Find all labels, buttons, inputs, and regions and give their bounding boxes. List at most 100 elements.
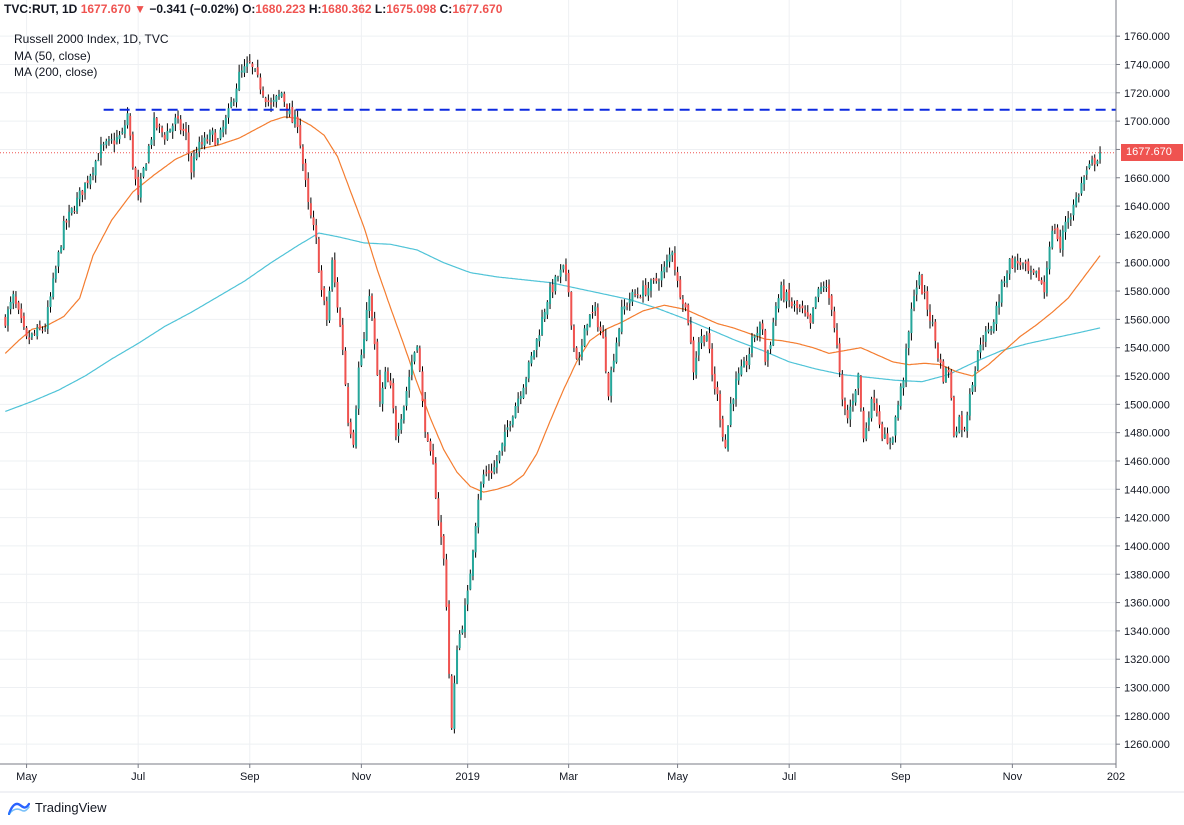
candle-body xyxy=(1048,246,1051,270)
candle-body xyxy=(161,127,164,133)
candle-body xyxy=(323,288,326,301)
candle-body xyxy=(315,225,318,238)
candle-body xyxy=(121,131,124,133)
candle-body xyxy=(163,134,166,140)
candle-body xyxy=(12,294,15,304)
candle-body xyxy=(182,128,185,131)
candle-body xyxy=(639,297,642,299)
candle-body xyxy=(859,376,862,408)
candle-body xyxy=(89,176,92,185)
y-tick-label: 1480.000 xyxy=(1124,428,1170,440)
candle-body xyxy=(554,276,557,292)
legend-title[interactable]: Russell 2000 Index, 1D, TVC xyxy=(14,32,169,46)
candle-body xyxy=(549,286,552,304)
candle-body xyxy=(57,251,60,267)
candle-body xyxy=(870,398,873,419)
candle-body xyxy=(995,305,998,325)
candle-body xyxy=(947,369,950,373)
candle-body xyxy=(1088,163,1091,168)
y-tick-label: 1380.000 xyxy=(1124,569,1170,581)
candle-body xyxy=(126,113,129,126)
candle-body xyxy=(17,302,20,310)
interval[interactable]: 1D xyxy=(62,2,78,16)
candle-body xyxy=(1035,271,1038,274)
tradingview-footer[interactable]: TradingView xyxy=(8,800,107,815)
candle-body xyxy=(139,178,142,198)
candle-body xyxy=(583,328,586,347)
y-tick-label: 1500.000 xyxy=(1124,399,1170,411)
candle-body xyxy=(992,322,995,332)
candle-body xyxy=(899,386,902,407)
candle-body xyxy=(410,362,413,375)
y-tick-label: 1760.000 xyxy=(1124,31,1170,43)
candle-body xyxy=(264,98,267,103)
candle-body xyxy=(440,522,443,538)
candle-body xyxy=(413,352,416,362)
candle-body xyxy=(41,329,44,331)
candle-body xyxy=(655,278,658,282)
candle-body xyxy=(1083,177,1086,185)
candle-body xyxy=(559,269,562,277)
candle-body xyxy=(421,371,424,402)
candle-body xyxy=(1091,159,1094,163)
grid xyxy=(0,0,1117,764)
symbol[interactable]: TVC:RUT xyxy=(4,2,56,16)
high-label: H: xyxy=(308,2,322,16)
candle-body xyxy=(336,281,339,308)
candle-body xyxy=(990,329,993,331)
candle-body xyxy=(535,339,538,350)
axes-layer: 1260.000 1280.000 1300.000 1320.000 1340.000… xyxy=(0,0,1184,793)
candle-body xyxy=(256,67,259,75)
candle-body xyxy=(288,109,291,115)
candle-body xyxy=(657,282,660,284)
candle-body xyxy=(753,335,756,338)
candle-body xyxy=(955,431,958,436)
legend-ma200[interactable]: MA (200, close) xyxy=(14,65,98,79)
y-tick-label: 1720.000 xyxy=(1124,88,1170,100)
candle-body xyxy=(184,128,188,133)
close-value: 1677.670 xyxy=(452,2,503,16)
candle-body xyxy=(1053,228,1056,231)
candle-body xyxy=(689,324,692,343)
candle-body xyxy=(402,406,405,421)
candle-body xyxy=(214,132,217,146)
candle-body xyxy=(809,314,812,324)
candle-body xyxy=(944,368,947,383)
candle-body xyxy=(62,221,65,249)
candle-body xyxy=(1000,281,1003,303)
candle-body xyxy=(610,370,613,396)
candle-body xyxy=(4,316,7,326)
candle-body xyxy=(541,317,544,335)
candle-body xyxy=(976,350,979,370)
candle-body xyxy=(293,114,296,125)
overlays-layer xyxy=(0,108,1116,154)
candle-body xyxy=(463,605,467,633)
candle-body xyxy=(846,410,849,419)
candle-body xyxy=(44,328,47,330)
candle-body xyxy=(902,380,905,389)
candle-body xyxy=(203,137,206,146)
candle-body xyxy=(960,415,963,430)
candle-body xyxy=(30,333,33,338)
candle-body xyxy=(458,633,461,648)
candle-body xyxy=(987,329,990,332)
tradingview-logo-icon xyxy=(8,802,30,815)
x-tick-label: Sep xyxy=(891,771,911,783)
candle-body xyxy=(426,434,429,442)
candle-body xyxy=(272,99,275,102)
candle-body xyxy=(509,424,512,426)
candle-body xyxy=(793,303,796,306)
candle-body xyxy=(703,335,706,343)
candle-body xyxy=(942,361,945,382)
candle-body xyxy=(1061,230,1064,251)
candle-body xyxy=(572,326,575,348)
candle-body xyxy=(134,167,137,180)
candle-body xyxy=(304,163,307,181)
candle-body xyxy=(796,301,799,308)
legend-ma50[interactable]: MA (50, close) xyxy=(14,48,91,63)
candle-body xyxy=(934,321,937,341)
candle-body xyxy=(788,289,791,301)
x-tick-label: May xyxy=(16,771,37,783)
candle-body xyxy=(801,305,804,309)
